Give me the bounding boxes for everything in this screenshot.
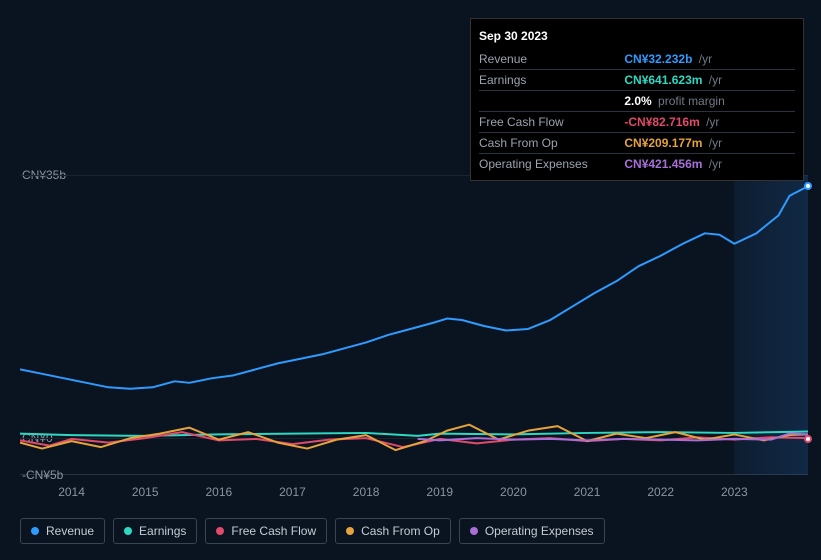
chart-plot (20, 175, 808, 475)
x-tick-label: 2017 (279, 485, 306, 499)
tooltip-label: Free Cash Flow (479, 112, 624, 133)
legend-label: Cash From Op (361, 524, 440, 538)
tooltip-row: Cash From OpCN¥209.177m /yr (479, 133, 795, 154)
tooltip-value: CN¥32.232b /yr (624, 49, 795, 70)
tooltip-box: Sep 30 2023 RevenueCN¥32.232b /yrEarning… (470, 18, 804, 181)
x-tick-label: 2021 (574, 485, 601, 499)
tooltip-date: Sep 30 2023 (479, 25, 795, 49)
legend-item[interactable]: Earnings (113, 518, 197, 544)
tooltip-table: RevenueCN¥32.232b /yrEarningsCN¥641.623m… (479, 49, 795, 174)
chart-svg (20, 175, 808, 474)
tooltip-label: Operating Expenses (479, 154, 624, 175)
series-end-marker (804, 182, 812, 190)
tooltip-label (479, 91, 624, 112)
legend-item[interactable]: Cash From Op (335, 518, 451, 544)
x-axis: 2014 2015 2016 2017 2018 2019 2020 2021 2022 2023 (20, 485, 808, 505)
x-tick-label: 2016 (205, 485, 232, 499)
legend-dot-icon (124, 527, 132, 535)
legend-label: Free Cash Flow (231, 524, 316, 538)
x-tick-label: 2019 (426, 485, 453, 499)
tooltip-value: CN¥209.177m /yr (624, 133, 795, 154)
x-tick-label: 2020 (500, 485, 527, 499)
legend-label: Earnings (139, 524, 186, 538)
chart-area[interactable]: CN¥35bCN¥0-CN¥5b (20, 160, 808, 500)
x-tick-label: 2023 (721, 485, 748, 499)
legend-label: Revenue (46, 524, 94, 538)
tooltip-value: CN¥641.623m /yr (624, 70, 795, 91)
tooltip-row: 2.0% profit margin (479, 91, 795, 112)
tooltip-row: Operating ExpensesCN¥421.456m /yr (479, 154, 795, 175)
tooltip-label: Earnings (479, 70, 624, 91)
tooltip-value: 2.0% profit margin (624, 91, 795, 112)
tooltip-label: Revenue (479, 49, 624, 70)
legend-dot-icon (470, 527, 478, 535)
tooltip-value: CN¥421.456m /yr (624, 154, 795, 175)
legend-item[interactable]: Revenue (20, 518, 105, 544)
tooltip-value: -CN¥82.716m /yr (624, 112, 795, 133)
tooltip-row: RevenueCN¥32.232b /yr (479, 49, 795, 70)
legend-label: Operating Expenses (485, 524, 594, 538)
legend-dot-icon (346, 527, 354, 535)
tooltip-label: Cash From Op (479, 133, 624, 154)
x-tick-label: 2022 (647, 485, 674, 499)
tooltip-row: EarningsCN¥641.623m /yr (479, 70, 795, 91)
legend-item[interactable]: Operating Expenses (459, 518, 605, 544)
series-end-marker (804, 435, 812, 443)
legend-dot-icon (216, 527, 224, 535)
x-tick-label: 2018 (353, 485, 380, 499)
legend-dot-icon (31, 527, 39, 535)
x-tick-label: 2014 (58, 485, 85, 499)
tooltip-row: Free Cash Flow-CN¥82.716m /yr (479, 112, 795, 133)
series-line (20, 186, 808, 389)
x-tick-label: 2015 (132, 485, 159, 499)
legend-item[interactable]: Free Cash Flow (205, 518, 327, 544)
legend: Revenue Earnings Free Cash Flow Cash From O… (20, 518, 605, 544)
